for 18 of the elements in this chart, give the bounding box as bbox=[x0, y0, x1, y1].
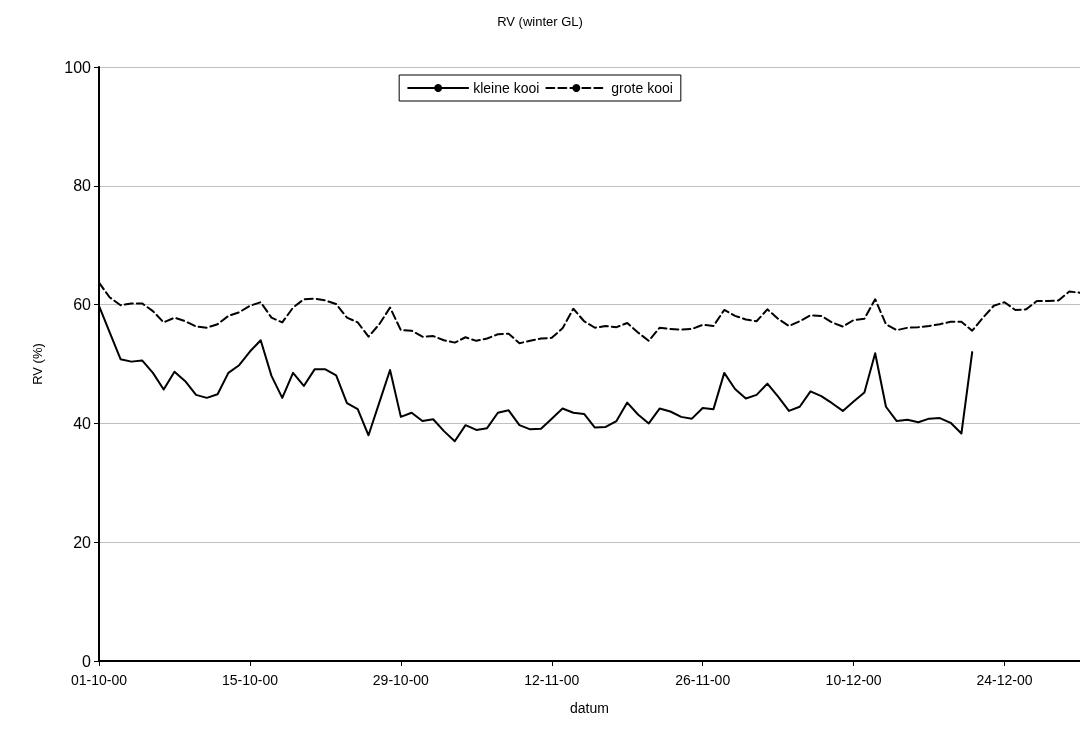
y-tick-label: 80 bbox=[73, 177, 92, 195]
y-tick-label: 40 bbox=[73, 414, 92, 432]
y-axis-title: RV (%) bbox=[30, 343, 45, 385]
x-tick-label: 10-12-00 bbox=[825, 672, 882, 688]
x-tick-label: 12-11-00 bbox=[524, 672, 580, 688]
y-tick-label: 100 bbox=[64, 58, 92, 76]
x-tick-label: 01-10-00 bbox=[70, 672, 128, 688]
y-tick-label: 20 bbox=[73, 533, 92, 551]
x-axis-title: datum bbox=[570, 700, 609, 716]
x-tick-label: 15-10-00 bbox=[221, 672, 279, 688]
y-tick-label: 0 bbox=[82, 652, 92, 670]
y-tick-label: 60 bbox=[73, 296, 92, 314]
x-tick-label: 26-11-00 bbox=[675, 672, 731, 688]
legend-label: grote kooi bbox=[611, 80, 673, 96]
chart-title: RV (winter GL) bbox=[497, 14, 583, 29]
legend-label: kleine kooi bbox=[473, 80, 540, 96]
x-tick-label: 29-10-00 bbox=[372, 672, 430, 688]
x-tick-label: 24-12-00 bbox=[976, 672, 1033, 688]
